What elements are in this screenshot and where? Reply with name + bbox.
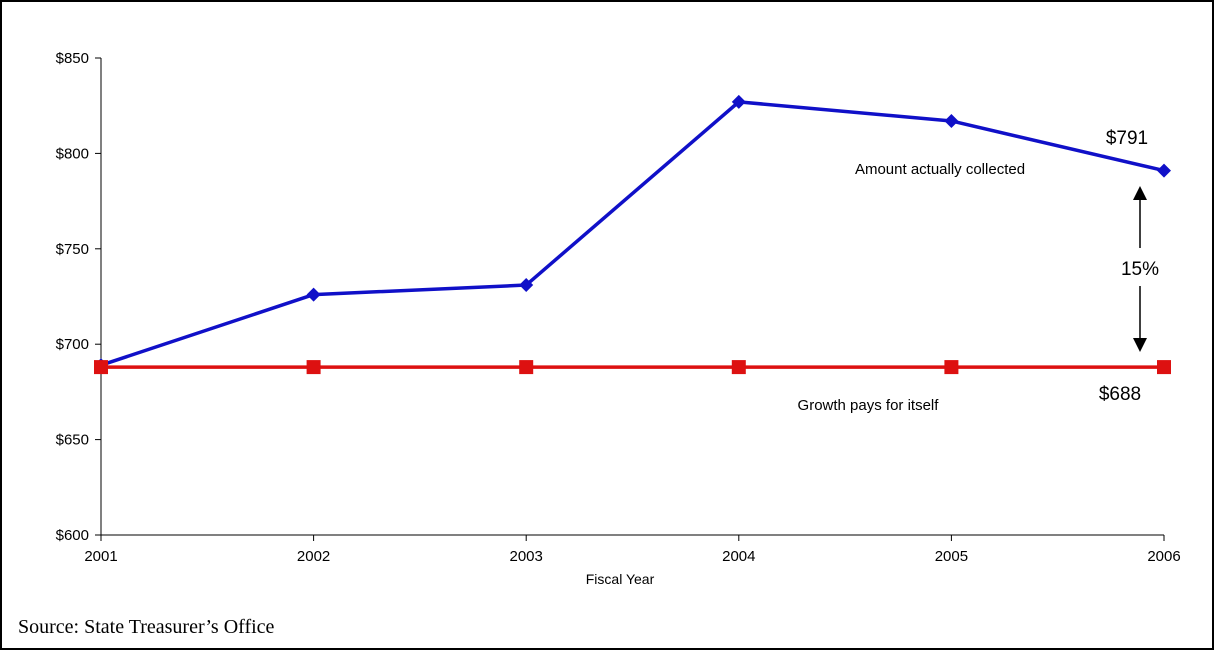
gap-arrow-down-head [1133,338,1147,352]
source-note: Source: State Treasurer’s Office [18,616,275,638]
end-value-bottom: $688 [1099,384,1141,405]
gap-percent-label: 15% [1121,259,1159,280]
y-tick-label: $800 [56,145,89,162]
series-1-point [731,94,746,109]
y-tick-label: $850 [56,50,89,67]
series-1-point [519,278,534,293]
series2-label: Growth pays for itself [798,397,940,414]
end-value-top: $791 [1106,128,1148,149]
x-tick-label: 2005 [935,548,968,565]
y-tick-label: $750 [56,241,89,258]
x-tick-label: 2004 [722,548,755,565]
x-tick-label: 2001 [84,548,117,565]
x-tick-label: 2006 [1147,548,1180,565]
series-1-point [1157,163,1171,178]
y-tick-label: $650 [56,432,89,449]
series-2-point [944,360,959,375]
series-2-point [306,360,321,375]
y-tick-label: $600 [56,527,89,544]
series-2-point [519,360,534,375]
x-axis-title: Fiscal Year [586,571,655,587]
gap-arrow [1133,186,1147,352]
series-2-point [94,360,108,375]
series1-label: Amount actually collected [855,161,1025,178]
gap-arrow-up-head [1133,186,1147,200]
series-1-line [100,100,1165,367]
series-2-point [731,360,746,375]
y-tick-label: $700 [56,336,89,353]
series-2-point [1157,360,1171,375]
series-1-point [944,113,959,128]
series-1-point [306,287,321,302]
x-tick-label: 2003 [510,548,543,565]
x-tick-label: 2002 [297,548,330,565]
